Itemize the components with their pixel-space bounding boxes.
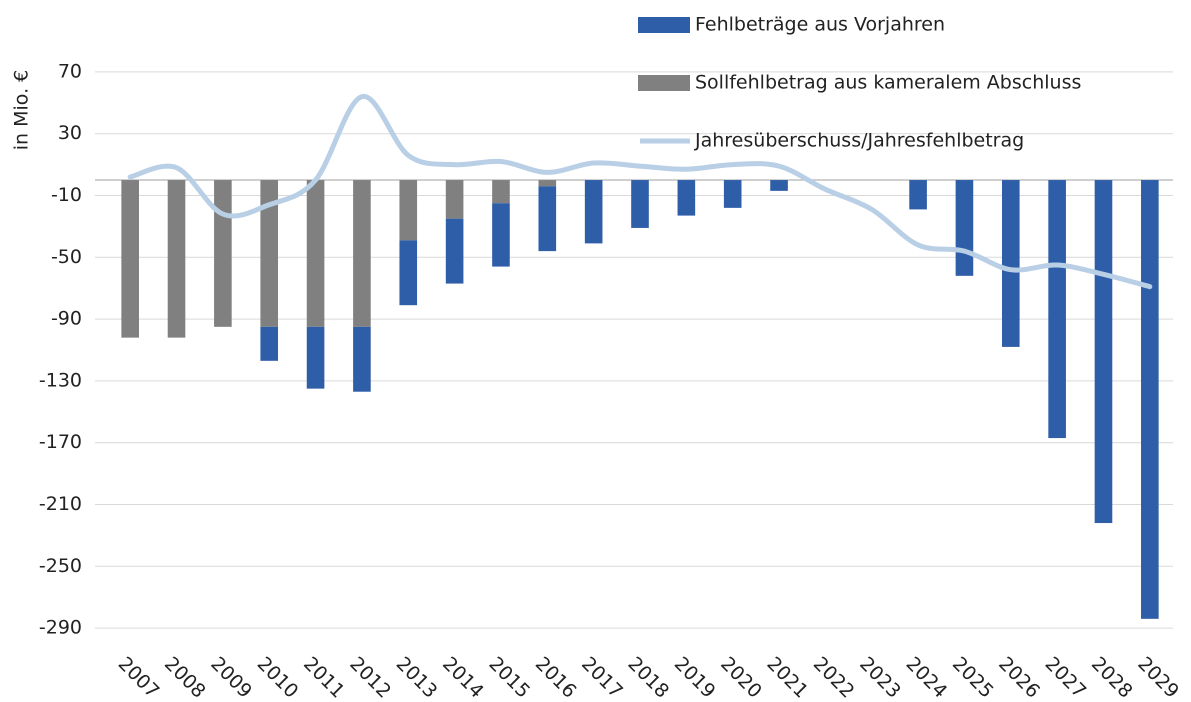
- bar: [538, 180, 557, 187]
- legend-swatch: [638, 17, 690, 33]
- x-tick-label: 2018: [623, 653, 673, 702]
- bar: [955, 180, 974, 276]
- bar: [353, 180, 371, 327]
- bar: [121, 180, 139, 338]
- bar: [306, 180, 325, 327]
- x-tick-label: 2025: [948, 653, 998, 702]
- x-tick-label: 2009: [206, 653, 256, 702]
- x-tick-label: 2014: [438, 653, 488, 702]
- bar: [260, 180, 279, 327]
- y-tick-label: -130: [39, 369, 82, 391]
- x-tick-label: 2024: [902, 653, 952, 702]
- bar: [167, 180, 186, 338]
- x-tick-label: 2008: [160, 653, 210, 702]
- bar: [631, 180, 649, 228]
- line: [127, 94, 1153, 290]
- y-tick-label: -50: [51, 246, 82, 268]
- legend-swatch: [638, 75, 690, 91]
- x-tick-label: 2029: [1133, 653, 1183, 702]
- x-tick-label: 2023: [855, 653, 905, 702]
- bar: [770, 180, 788, 191]
- x-tick-label: 2022: [809, 653, 859, 702]
- bar: [584, 180, 603, 244]
- x-tick-label: 2010: [253, 653, 303, 702]
- x-tick-label: 2007: [114, 653, 164, 702]
- bar: [723, 180, 742, 208]
- y-tick-label: 30: [58, 122, 82, 144]
- x-tick-label: 2017: [577, 653, 627, 702]
- bar: [1001, 180, 1020, 347]
- bar: [445, 180, 464, 219]
- x-tick-label: 2012: [345, 653, 395, 702]
- legend-label: Jahresüberschuss/Jahresfehlbetrag: [694, 130, 1024, 152]
- x-tick-label: 2021: [763, 653, 813, 702]
- bar: [1094, 180, 1113, 524]
- x-tick-label: 2016: [531, 653, 581, 702]
- bar: [445, 218, 464, 284]
- y-tick-label: 70: [58, 60, 82, 82]
- x-tick-label: 2019: [670, 653, 720, 702]
- bar: [909, 180, 927, 210]
- x-tick-label: 2013: [392, 653, 442, 702]
- y-tick-label: -210: [39, 493, 82, 515]
- bar: [306, 326, 325, 389]
- bar: [492, 203, 510, 267]
- y-axis-title: in Mio. €: [11, 70, 33, 151]
- legend-label: Sollfehlbetrag aus kameralem Abschluss: [695, 72, 1081, 94]
- bar: [214, 180, 232, 327]
- legend-label: Fehlbeträge aus Vorjahren: [695, 14, 945, 36]
- bar: [399, 240, 418, 306]
- x-tick-label: 2011: [299, 653, 349, 702]
- bar: [1048, 180, 1066, 439]
- y-tick-label: -290: [39, 617, 82, 639]
- y-tick-label: -170: [39, 431, 82, 453]
- bar: [492, 180, 510, 204]
- bar: [260, 326, 279, 361]
- x-tick-label: 2027: [1041, 653, 1091, 702]
- x-tick-label: 2028: [1087, 653, 1137, 702]
- bar: [399, 180, 418, 241]
- x-tick-label: 2020: [716, 653, 766, 702]
- bar: [538, 186, 557, 252]
- bar: [353, 326, 371, 392]
- bar: [1141, 180, 1159, 619]
- x-tick-label: 2026: [994, 653, 1044, 702]
- y-tick-label: -250: [39, 555, 82, 577]
- y-tick-label: -90: [51, 308, 82, 330]
- x-tick-label: 2015: [484, 653, 534, 702]
- bar: [677, 180, 696, 216]
- y-tick-label: -10: [51, 184, 82, 206]
